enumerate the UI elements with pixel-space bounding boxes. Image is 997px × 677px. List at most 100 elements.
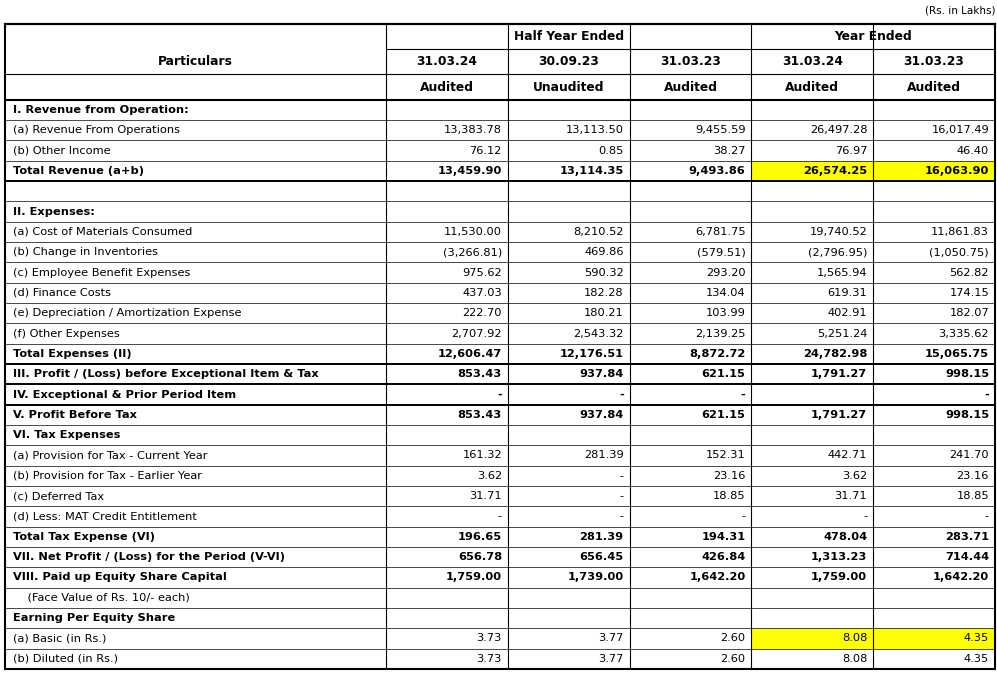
Text: 18.85: 18.85 xyxy=(713,491,746,501)
Text: 15,065.75: 15,065.75 xyxy=(925,349,989,359)
Text: -: - xyxy=(984,389,989,399)
Text: 13,114.35: 13,114.35 xyxy=(559,166,624,176)
Text: (Rs. in Lakhs): (Rs. in Lakhs) xyxy=(924,5,995,16)
Text: 31.71: 31.71 xyxy=(834,491,867,501)
Text: 13,113.50: 13,113.50 xyxy=(565,125,624,135)
Text: -: - xyxy=(742,511,746,521)
Text: 975.62: 975.62 xyxy=(463,267,501,278)
Text: 4.35: 4.35 xyxy=(964,654,989,663)
Text: 9,455.59: 9,455.59 xyxy=(695,125,746,135)
Text: Audited: Audited xyxy=(664,81,718,93)
Text: (d) Less: MAT Credit Entitlement: (d) Less: MAT Credit Entitlement xyxy=(13,511,196,521)
Text: (a) Provision for Tax - Current Year: (a) Provision for Tax - Current Year xyxy=(13,450,207,460)
Text: 152.31: 152.31 xyxy=(706,450,746,460)
Text: 4.35: 4.35 xyxy=(964,634,989,643)
Text: Total Expenses (II): Total Expenses (II) xyxy=(13,349,132,359)
Text: 1,791.27: 1,791.27 xyxy=(812,410,867,420)
Text: 1,642.20: 1,642.20 xyxy=(933,573,989,582)
Text: 590.32: 590.32 xyxy=(584,267,624,278)
Text: 1,759.00: 1,759.00 xyxy=(446,573,501,582)
Text: 26,497.28: 26,497.28 xyxy=(810,125,867,135)
Text: Half Year Ended: Half Year Ended xyxy=(513,30,624,43)
Text: 621.15: 621.15 xyxy=(702,369,746,379)
Text: Earning Per Equity Share: Earning Per Equity Share xyxy=(13,613,175,623)
Text: 11,861.83: 11,861.83 xyxy=(931,227,989,237)
Text: 174.15: 174.15 xyxy=(949,288,989,298)
Text: Audited: Audited xyxy=(420,81,474,93)
Text: 16,063.90: 16,063.90 xyxy=(924,166,989,176)
Text: (b) Diluted (in Rs.): (b) Diluted (in Rs.) xyxy=(13,654,118,663)
Bar xyxy=(752,161,873,181)
Text: (e) Depreciation / Amortization Expense: (e) Depreciation / Amortization Expense xyxy=(13,308,241,318)
Text: 46.40: 46.40 xyxy=(957,146,989,156)
Text: 134.04: 134.04 xyxy=(706,288,746,298)
Text: (1,050.75): (1,050.75) xyxy=(929,247,989,257)
Text: 16,017.49: 16,017.49 xyxy=(931,125,989,135)
Text: 31.71: 31.71 xyxy=(470,491,501,501)
Text: 2,139.25: 2,139.25 xyxy=(695,328,746,338)
Text: -: - xyxy=(619,491,624,501)
Text: 26,574.25: 26,574.25 xyxy=(804,166,867,176)
Text: 9,493.86: 9,493.86 xyxy=(689,166,746,176)
Text: 281.39: 281.39 xyxy=(579,531,624,542)
Text: 30.09.23: 30.09.23 xyxy=(538,56,599,68)
Bar xyxy=(752,628,873,649)
Text: 853.43: 853.43 xyxy=(458,369,501,379)
Text: 23.16: 23.16 xyxy=(957,471,989,481)
Text: 469.86: 469.86 xyxy=(584,247,624,257)
Text: 281.39: 281.39 xyxy=(584,450,624,460)
Text: -: - xyxy=(863,511,867,521)
Text: (a) Cost of Materials Consumed: (a) Cost of Materials Consumed xyxy=(13,227,192,237)
Text: II. Expenses:: II. Expenses: xyxy=(13,206,95,217)
Text: -: - xyxy=(498,511,501,521)
Text: 3.62: 3.62 xyxy=(477,471,501,481)
Text: 180.21: 180.21 xyxy=(584,308,624,318)
Text: 31.03.24: 31.03.24 xyxy=(417,56,478,68)
Text: 38.27: 38.27 xyxy=(713,146,746,156)
Text: 76.12: 76.12 xyxy=(470,146,501,156)
Text: 23.16: 23.16 xyxy=(713,471,746,481)
Text: 18.85: 18.85 xyxy=(956,491,989,501)
Text: 6,781.75: 6,781.75 xyxy=(695,227,746,237)
Text: 3.62: 3.62 xyxy=(842,471,867,481)
Text: Audited: Audited xyxy=(907,81,961,93)
Text: 2,543.32: 2,543.32 xyxy=(573,328,624,338)
Text: 24,782.98: 24,782.98 xyxy=(803,349,867,359)
Text: 13,383.78: 13,383.78 xyxy=(444,125,501,135)
Text: 31.03.23: 31.03.23 xyxy=(660,56,721,68)
Text: (f) Other Expenses: (f) Other Expenses xyxy=(13,328,120,338)
Text: VIII. Paid up Equity Share Capital: VIII. Paid up Equity Share Capital xyxy=(13,573,227,582)
Text: (b) Other Income: (b) Other Income xyxy=(13,146,111,156)
Text: 31.03.24: 31.03.24 xyxy=(782,56,842,68)
Text: Total Revenue (a+b): Total Revenue (a+b) xyxy=(13,166,144,176)
Text: 283.71: 283.71 xyxy=(945,531,989,542)
Text: (3,266.81): (3,266.81) xyxy=(443,247,501,257)
Text: -: - xyxy=(741,389,746,399)
Text: Year Ended: Year Ended xyxy=(834,30,912,43)
Text: 0.85: 0.85 xyxy=(598,146,624,156)
Text: (Face Value of Rs. 10/- each): (Face Value of Rs. 10/- each) xyxy=(13,593,189,603)
Text: 182.28: 182.28 xyxy=(584,288,624,298)
Text: Audited: Audited xyxy=(786,81,839,93)
Text: 1,739.00: 1,739.00 xyxy=(567,573,624,582)
Text: Unaudited: Unaudited xyxy=(533,81,604,93)
Text: 619.31: 619.31 xyxy=(828,288,867,298)
Text: I. Revenue from Operation:: I. Revenue from Operation: xyxy=(13,105,188,115)
Text: 19,740.52: 19,740.52 xyxy=(810,227,867,237)
Text: 998.15: 998.15 xyxy=(945,369,989,379)
Text: 8,210.52: 8,210.52 xyxy=(573,227,624,237)
Bar xyxy=(873,628,995,649)
Text: 2.60: 2.60 xyxy=(721,634,746,643)
Text: -: - xyxy=(498,389,501,399)
Text: 402.91: 402.91 xyxy=(828,308,867,318)
Text: Particulars: Particulars xyxy=(159,56,233,68)
Text: (a) Basic (in Rs.): (a) Basic (in Rs.) xyxy=(13,634,107,643)
Text: 437.03: 437.03 xyxy=(463,288,501,298)
Text: IV. Exceptional & Prior Period Item: IV. Exceptional & Prior Period Item xyxy=(13,389,236,399)
Text: 853.43: 853.43 xyxy=(458,410,501,420)
Text: (c) Employee Benefit Expenses: (c) Employee Benefit Expenses xyxy=(13,267,190,278)
Text: 31.03.23: 31.03.23 xyxy=(903,56,964,68)
Text: 3.77: 3.77 xyxy=(598,634,624,643)
Text: (d) Finance Costs: (d) Finance Costs xyxy=(13,288,111,298)
Text: 3.73: 3.73 xyxy=(477,654,501,663)
